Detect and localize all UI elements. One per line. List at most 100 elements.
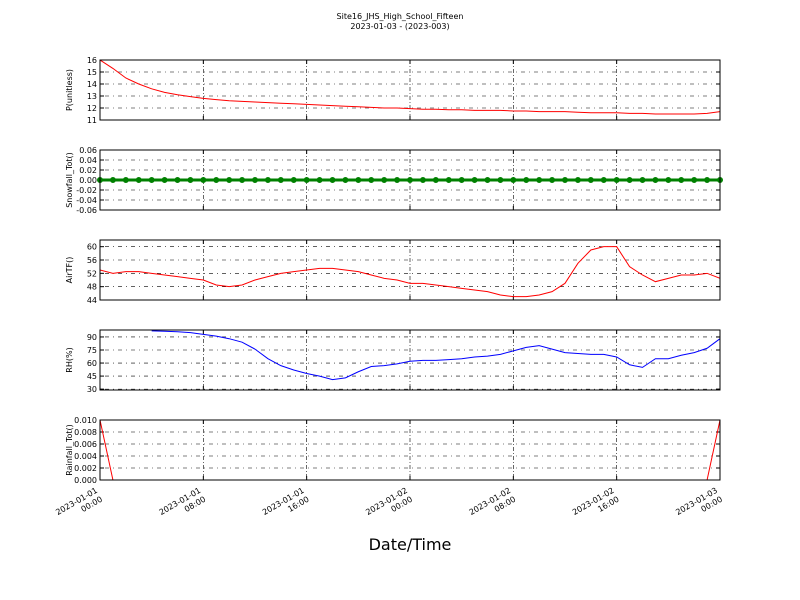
x-tick-label: 2023-01-0116:00 [261,486,311,526]
y-tick-label: 0.00 [79,176,97,185]
data-point [587,177,594,183]
data-point [458,177,465,183]
y-tick-label: 11 [87,116,97,125]
plot-frame [99,239,721,301]
data-point [407,177,413,183]
y-axis-label: AirTF() [65,257,74,284]
y-tick-label: 0.010 [74,416,97,425]
y-tick-label: 56 [87,256,97,265]
data-point [264,177,271,183]
data-point [626,177,633,183]
data-point [678,177,685,183]
data-point [226,177,233,183]
data-point [536,177,543,183]
y-tick-label: 30 [87,385,97,394]
y-tick-label: 90 [87,333,97,342]
data-point [574,177,581,183]
y-tick-label: 0.006 [74,440,97,449]
y-tick-label: 0.000 [74,476,97,485]
chart-title: Site16_JHS_High_School_Fifteen [337,12,464,21]
x-tick-label: 2023-01-0208:00 [468,486,518,526]
chart-subtitle: 2023-01-03 - (2023-003) [350,22,449,31]
y-tick-label: 44 [87,296,97,305]
data-point [471,177,478,183]
data-line [151,330,720,381]
y-tick-label: 0.002 [74,464,97,473]
data-point [213,177,220,183]
data-point [303,177,310,183]
data-point [342,177,349,183]
data-point [549,177,556,183]
y-axis-label: P(unitless) [65,69,74,111]
y-tick-label: 0.008 [74,428,97,437]
data-point [252,177,258,183]
y-tick-label: 16 [87,56,97,65]
data-point [316,177,323,183]
data-point [355,177,362,183]
data-point [187,177,194,183]
data-point [174,177,181,183]
data-point [432,177,439,183]
y-tick-label: 48 [87,283,97,292]
x-tick-label: 2023-01-0216:00 [571,486,621,526]
data-point [445,177,452,183]
data-point [161,177,168,183]
data-point [613,177,620,183]
x-tick-label: 2023-01-0200:00 [364,486,414,526]
x-tick-label: 2023-01-0108:00 [158,486,208,526]
x-tick-label: 2023-01-0300:00 [674,486,724,526]
y-tick-label: 60 [87,243,97,252]
y-axis-label: Rainfall_Tot() [65,424,74,476]
x-axis-label: Date/Time [369,535,452,554]
y-tick-label: -0.06 [76,206,97,215]
data-point [368,177,375,183]
y-tick-label: 75 [87,346,97,355]
data-point [394,177,401,183]
data-point [290,177,297,183]
data-point [691,177,698,183]
data-point [122,177,129,183]
y-tick-label: 45 [87,372,97,381]
y-axis-label: Snowfall_Tot() [65,152,74,208]
y-axis-label: RH(%) [65,347,74,372]
y-tick-label: 14 [87,80,97,89]
data-point [639,177,646,183]
plot-frame [99,59,721,121]
y-tick-label: 15 [87,68,97,77]
y-tick-label: 0.04 [79,156,97,165]
data-point [600,177,607,183]
y-tick-label: 12 [87,104,97,113]
data-line [100,246,720,298]
y-tick-label: 13 [87,92,97,101]
data-point [497,177,504,183]
data-point [510,177,517,183]
y-tick-label: -0.04 [76,196,97,205]
data-point [329,177,336,183]
data-point [562,177,568,183]
data-point [200,177,207,183]
data-point [704,177,711,183]
data-point [484,177,491,183]
data-point [135,177,142,183]
y-tick-label: 0.004 [74,452,97,461]
data-point [277,177,284,183]
data-point [523,177,530,183]
x-tick-label: 2023-01-0100:00 [54,486,104,526]
plot-frame [99,329,721,391]
data-point [109,177,116,183]
y-tick-label: 52 [87,269,97,278]
y-tick-label: 0.02 [79,166,97,175]
plot-frame [99,419,721,481]
plot-frame [99,149,721,211]
data-point [148,177,155,183]
data-point [419,177,426,183]
y-tick-label: -0.02 [76,186,97,195]
y-tick-label: 0.06 [79,146,97,155]
data-point [381,177,388,183]
data-point [239,177,246,183]
data-line [100,60,720,115]
y-tick-label: 60 [87,359,97,368]
data-point [665,177,672,183]
data-point [652,177,659,183]
